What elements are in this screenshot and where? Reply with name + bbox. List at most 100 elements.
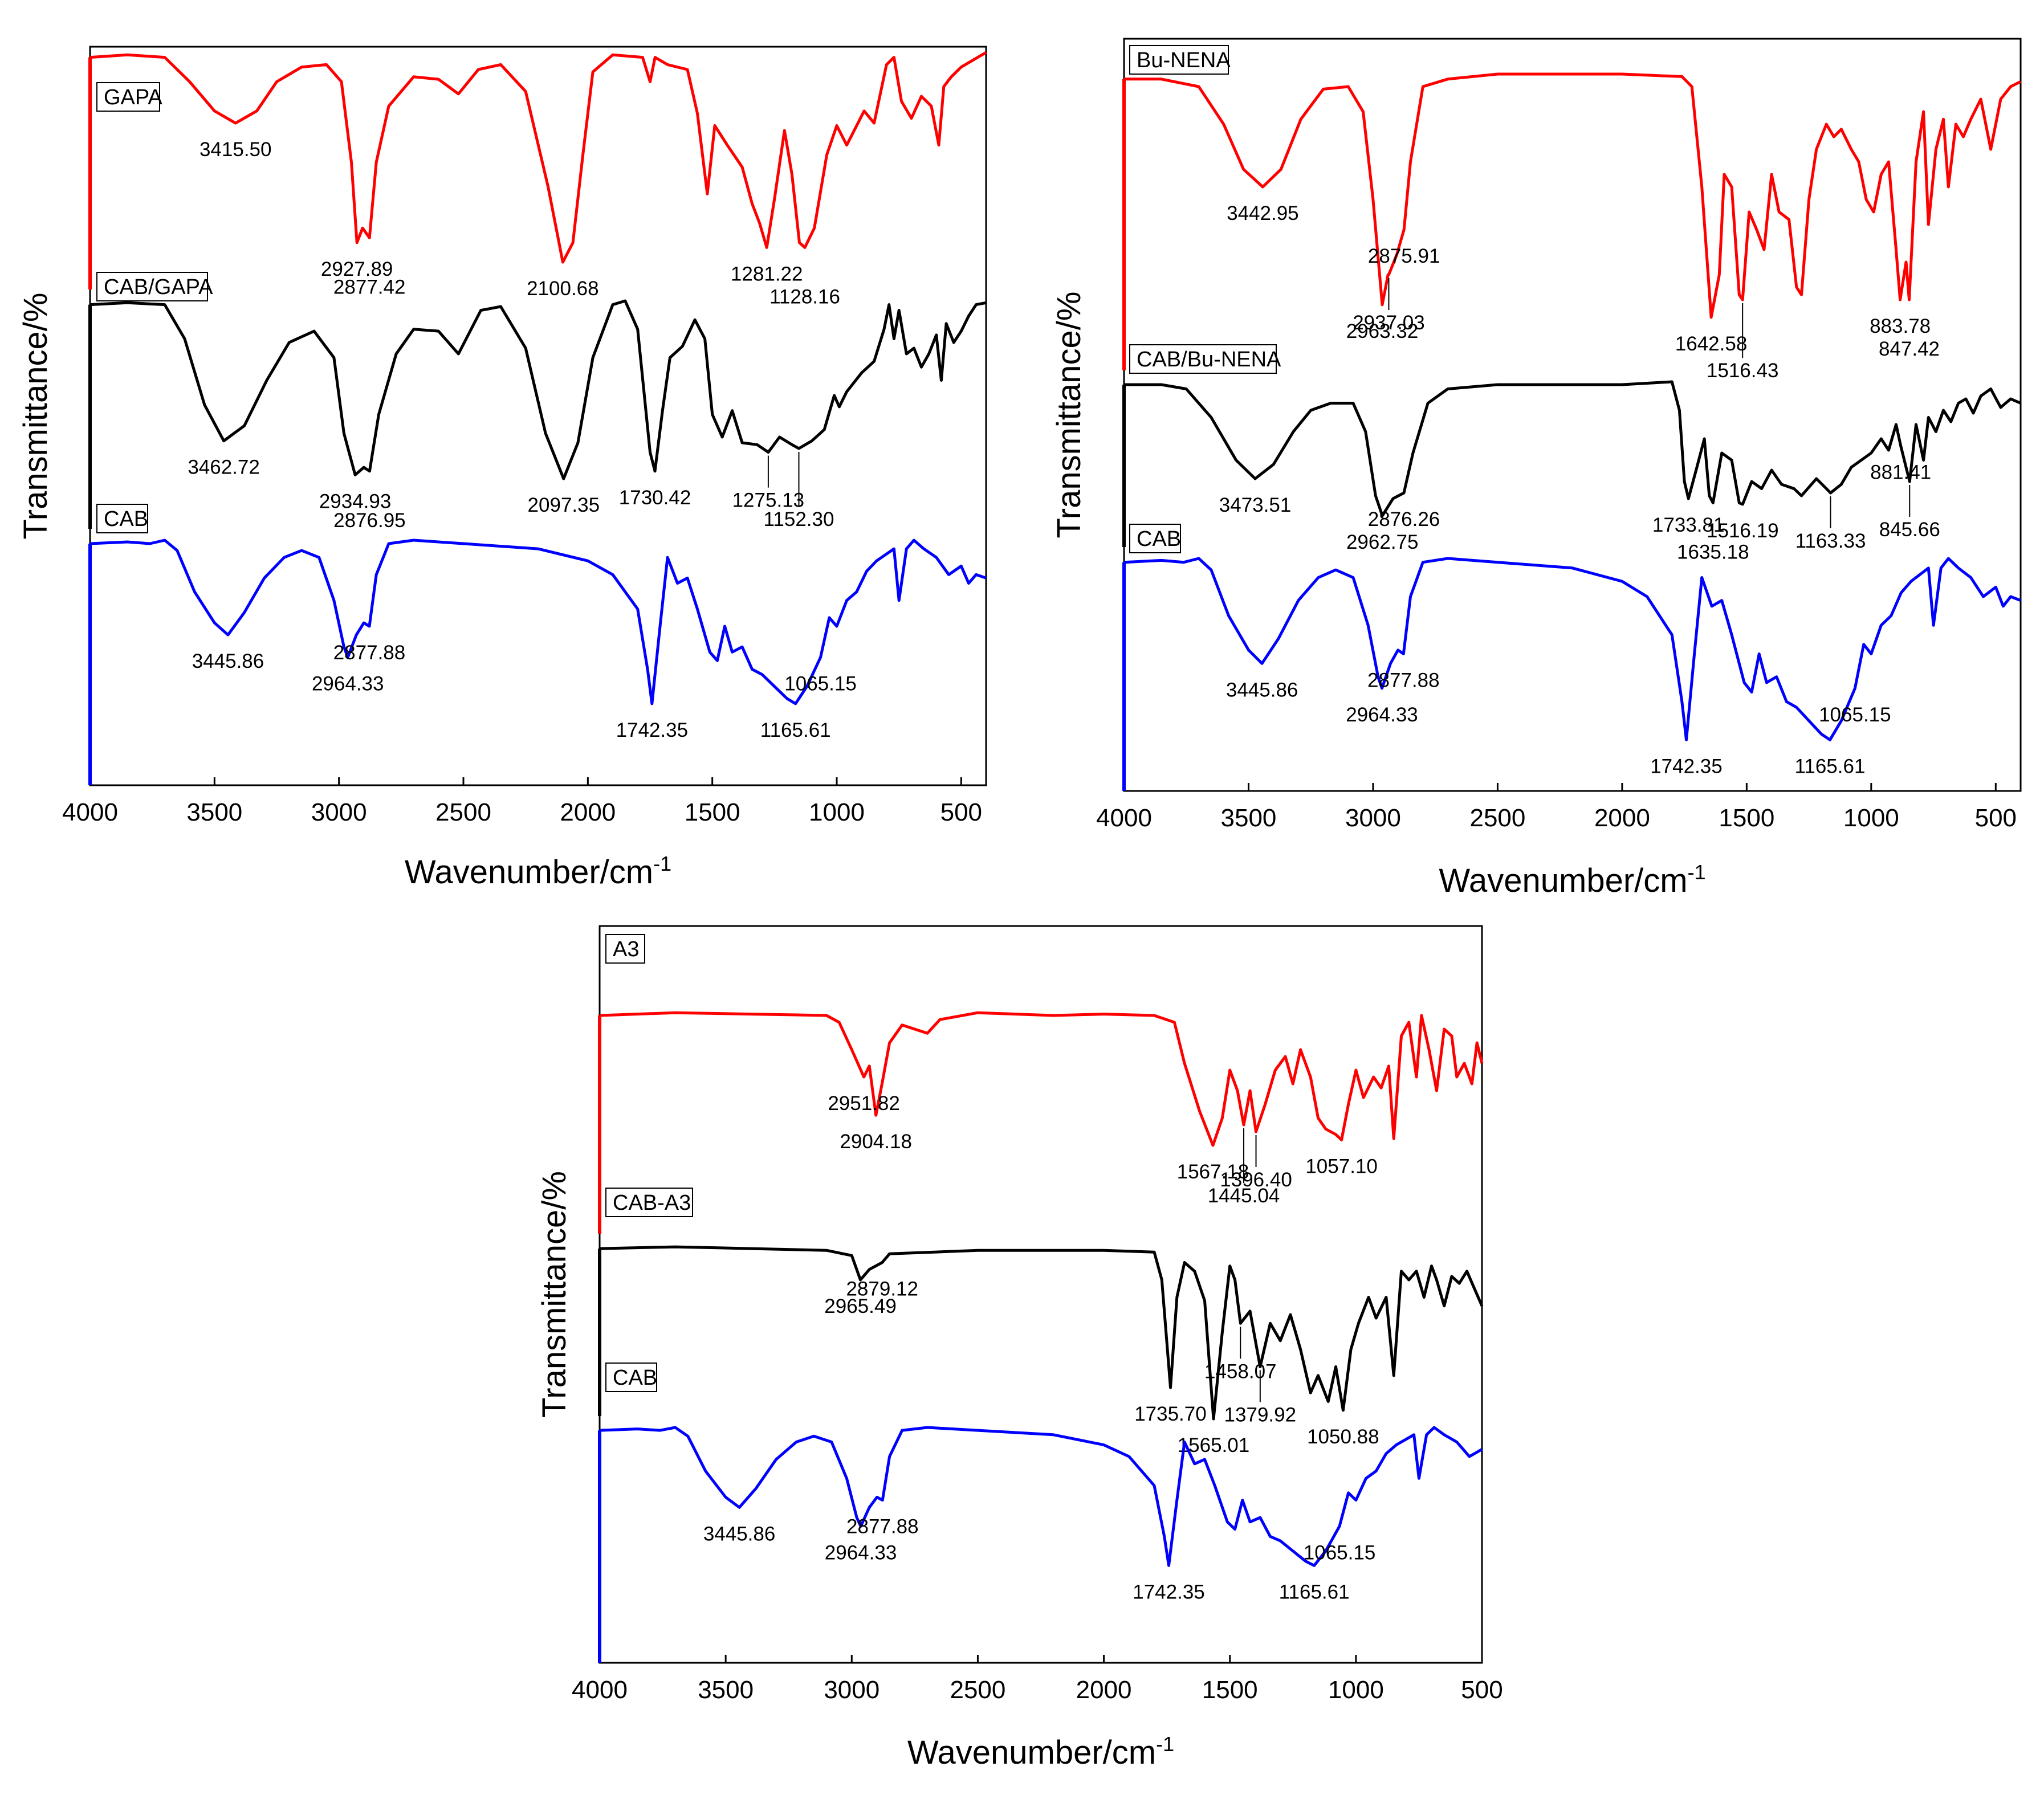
series-bu-nena: Bu-NENA 3442.95 2963.32 2875.91 2937.03 1642.… bbox=[1122, 45, 2022, 382]
peak-label: 1735.70 bbox=[1134, 1403, 1207, 1425]
peak-label: 2876.95 bbox=[333, 509, 406, 532]
spectrum-line bbox=[89, 51, 987, 264]
x-tick-label: 3000 bbox=[311, 798, 367, 826]
x-axis-title: Wavenumber/cm-1 bbox=[907, 1732, 1174, 1771]
peak-label: 1516.19 bbox=[1707, 520, 1779, 542]
y-axis-title: Transmittance/% bbox=[536, 1171, 573, 1418]
x-tick-label: 2000 bbox=[1076, 1676, 1132, 1704]
x-tick-label: 500 bbox=[1975, 804, 2017, 832]
x-axis-title-superscript: -1 bbox=[653, 852, 671, 875]
peak-label: 1396.40 bbox=[1220, 1169, 1292, 1191]
peak-label: 3445.86 bbox=[703, 1523, 776, 1545]
peak-label: 2937.03 bbox=[1353, 312, 1425, 334]
peak-label: 2877.88 bbox=[333, 642, 406, 664]
x-axis-title: Wavenumber/cm-1 bbox=[1439, 860, 1705, 899]
x-tick-label: 3500 bbox=[1221, 804, 1277, 832]
x-tick-label: 4000 bbox=[1096, 804, 1152, 832]
x-tick-label: 2500 bbox=[435, 798, 491, 826]
peak-label: 2877.88 bbox=[1367, 670, 1440, 692]
spectrum-line bbox=[89, 539, 987, 705]
peak-label: 1275.13 bbox=[732, 489, 805, 512]
series-label-box bbox=[605, 934, 645, 964]
spectrum-line bbox=[599, 1245, 1484, 1421]
panel-top-right: 4000 3500 3000 2500 2000 1500 1000 500 Wavenumbe… bbox=[1050, 38, 2022, 899]
peak-label: 2963.32 bbox=[1346, 320, 1419, 342]
series-label-box bbox=[1129, 344, 1277, 374]
series-label: CAB/GAPA bbox=[104, 275, 213, 299]
peak-label: 3442.95 bbox=[1227, 202, 1299, 225]
peak-label: 1635.18 bbox=[1677, 541, 1749, 564]
peak-label: 881.41 bbox=[1870, 462, 1931, 484]
spectrum-line bbox=[1124, 72, 2022, 319]
peak-label: 2964.33 bbox=[1346, 704, 1418, 726]
series-cab-a3: CAB-A32965.492879.121735.701565.011458.0… bbox=[598, 1188, 1484, 1457]
peak-label: 3445.86 bbox=[1226, 679, 1298, 701]
series-label: CAB bbox=[613, 1366, 657, 1390]
x-tick-label: 1000 bbox=[809, 798, 865, 826]
peak-label: 3462.72 bbox=[188, 456, 260, 479]
peak-label: 2962.75 bbox=[1346, 531, 1419, 553]
peak-label: 1165.61 bbox=[1795, 755, 1866, 777]
panel-bottom: 4000 3500 3000 2500 2000 1500 1000 500 Wavenumbe… bbox=[536, 925, 1503, 1771]
x-tick-label: 4000 bbox=[572, 1676, 628, 1704]
peak-label: 1458.07 bbox=[1204, 1360, 1277, 1382]
x-axis-title: Wavenumber/cm-1 bbox=[405, 852, 671, 891]
panel-top-left: 4000 3500 3000 2500 2000 1500 1000 500 Wavenumbe… bbox=[17, 46, 987, 891]
peak-label: 1152.30 bbox=[764, 508, 834, 531]
peak-label: 1733.81 bbox=[1652, 514, 1725, 536]
x-tick-label: 1500 bbox=[1719, 804, 1774, 832]
peak-label: 2097.35 bbox=[528, 494, 600, 516]
series-label-box bbox=[605, 1188, 693, 1217]
peak-label: 1281.22 bbox=[731, 263, 803, 285]
peak-label: 1057.10 bbox=[1305, 1155, 1378, 1177]
peak-label: 1165.61 bbox=[760, 719, 831, 741]
peak-label: 2951.82 bbox=[828, 1092, 900, 1115]
peak-label: 2879.12 bbox=[846, 1278, 918, 1300]
x-tick-label: 500 bbox=[1461, 1676, 1503, 1704]
spectrum-line bbox=[599, 1011, 1484, 1147]
peak-label: 2964.33 bbox=[312, 672, 384, 695]
peak-label: 1742.35 bbox=[616, 719, 689, 741]
peak-label: 2875.91 bbox=[1368, 245, 1440, 267]
x-tick-label: 3000 bbox=[1345, 804, 1401, 832]
series-label-box bbox=[96, 504, 148, 533]
peak-label: 2100.68 bbox=[527, 278, 599, 300]
peak-label: 2927.89 bbox=[321, 258, 393, 280]
peak-label: 2934.93 bbox=[319, 490, 392, 512]
x-axis-title-superscript: -1 bbox=[1156, 1732, 1174, 1756]
x-tick-label: 1000 bbox=[1843, 804, 1899, 832]
x-tick-label: 2000 bbox=[1594, 804, 1650, 832]
peak-label: 1445.04 bbox=[1208, 1185, 1280, 1207]
x-tick-label: 3000 bbox=[824, 1676, 880, 1704]
series-label-box bbox=[605, 1362, 657, 1392]
peak-label: 2877.88 bbox=[846, 1516, 919, 1538]
series-label-box bbox=[96, 82, 160, 112]
series-label: Bu-NENA bbox=[1137, 48, 1231, 72]
peak-label: 1128.16 bbox=[769, 285, 840, 308]
peak-label: 1065.15 bbox=[1819, 704, 1891, 726]
plot-frame bbox=[1123, 38, 2022, 792]
peak-label: 3415.50 bbox=[199, 138, 272, 161]
peak-label: 2904.18 bbox=[840, 1131, 912, 1153]
series-label: CAB-A3 bbox=[613, 1191, 691, 1215]
peak-label: 845.66 bbox=[1879, 519, 1940, 541]
series-cab: CAB 3445.86 2964.33 2877.88 1742.35 1165.61 10… bbox=[88, 504, 987, 785]
peak-label: 1165.61 bbox=[1279, 1581, 1350, 1603]
x-tick-label: 1000 bbox=[1328, 1676, 1384, 1704]
peak-label: 1163.33 bbox=[1795, 530, 1866, 552]
peak-label: 2877.42 bbox=[333, 276, 406, 298]
y-axis-title: Transmittance/% bbox=[17, 293, 54, 540]
peak-label: 1742.35 bbox=[1650, 755, 1723, 777]
x-tick-label: 2500 bbox=[1469, 804, 1525, 832]
peak-label: 2964.33 bbox=[825, 1541, 897, 1564]
peak-label: 3473.51 bbox=[1219, 494, 1292, 516]
peak-label: 1567.18 bbox=[1177, 1161, 1249, 1183]
peak-label: 1642.58 bbox=[1675, 333, 1748, 355]
spectrum-line bbox=[1124, 380, 2021, 517]
peak-label: 847.42 bbox=[1879, 338, 1940, 360]
series-label: CAB bbox=[104, 507, 148, 531]
